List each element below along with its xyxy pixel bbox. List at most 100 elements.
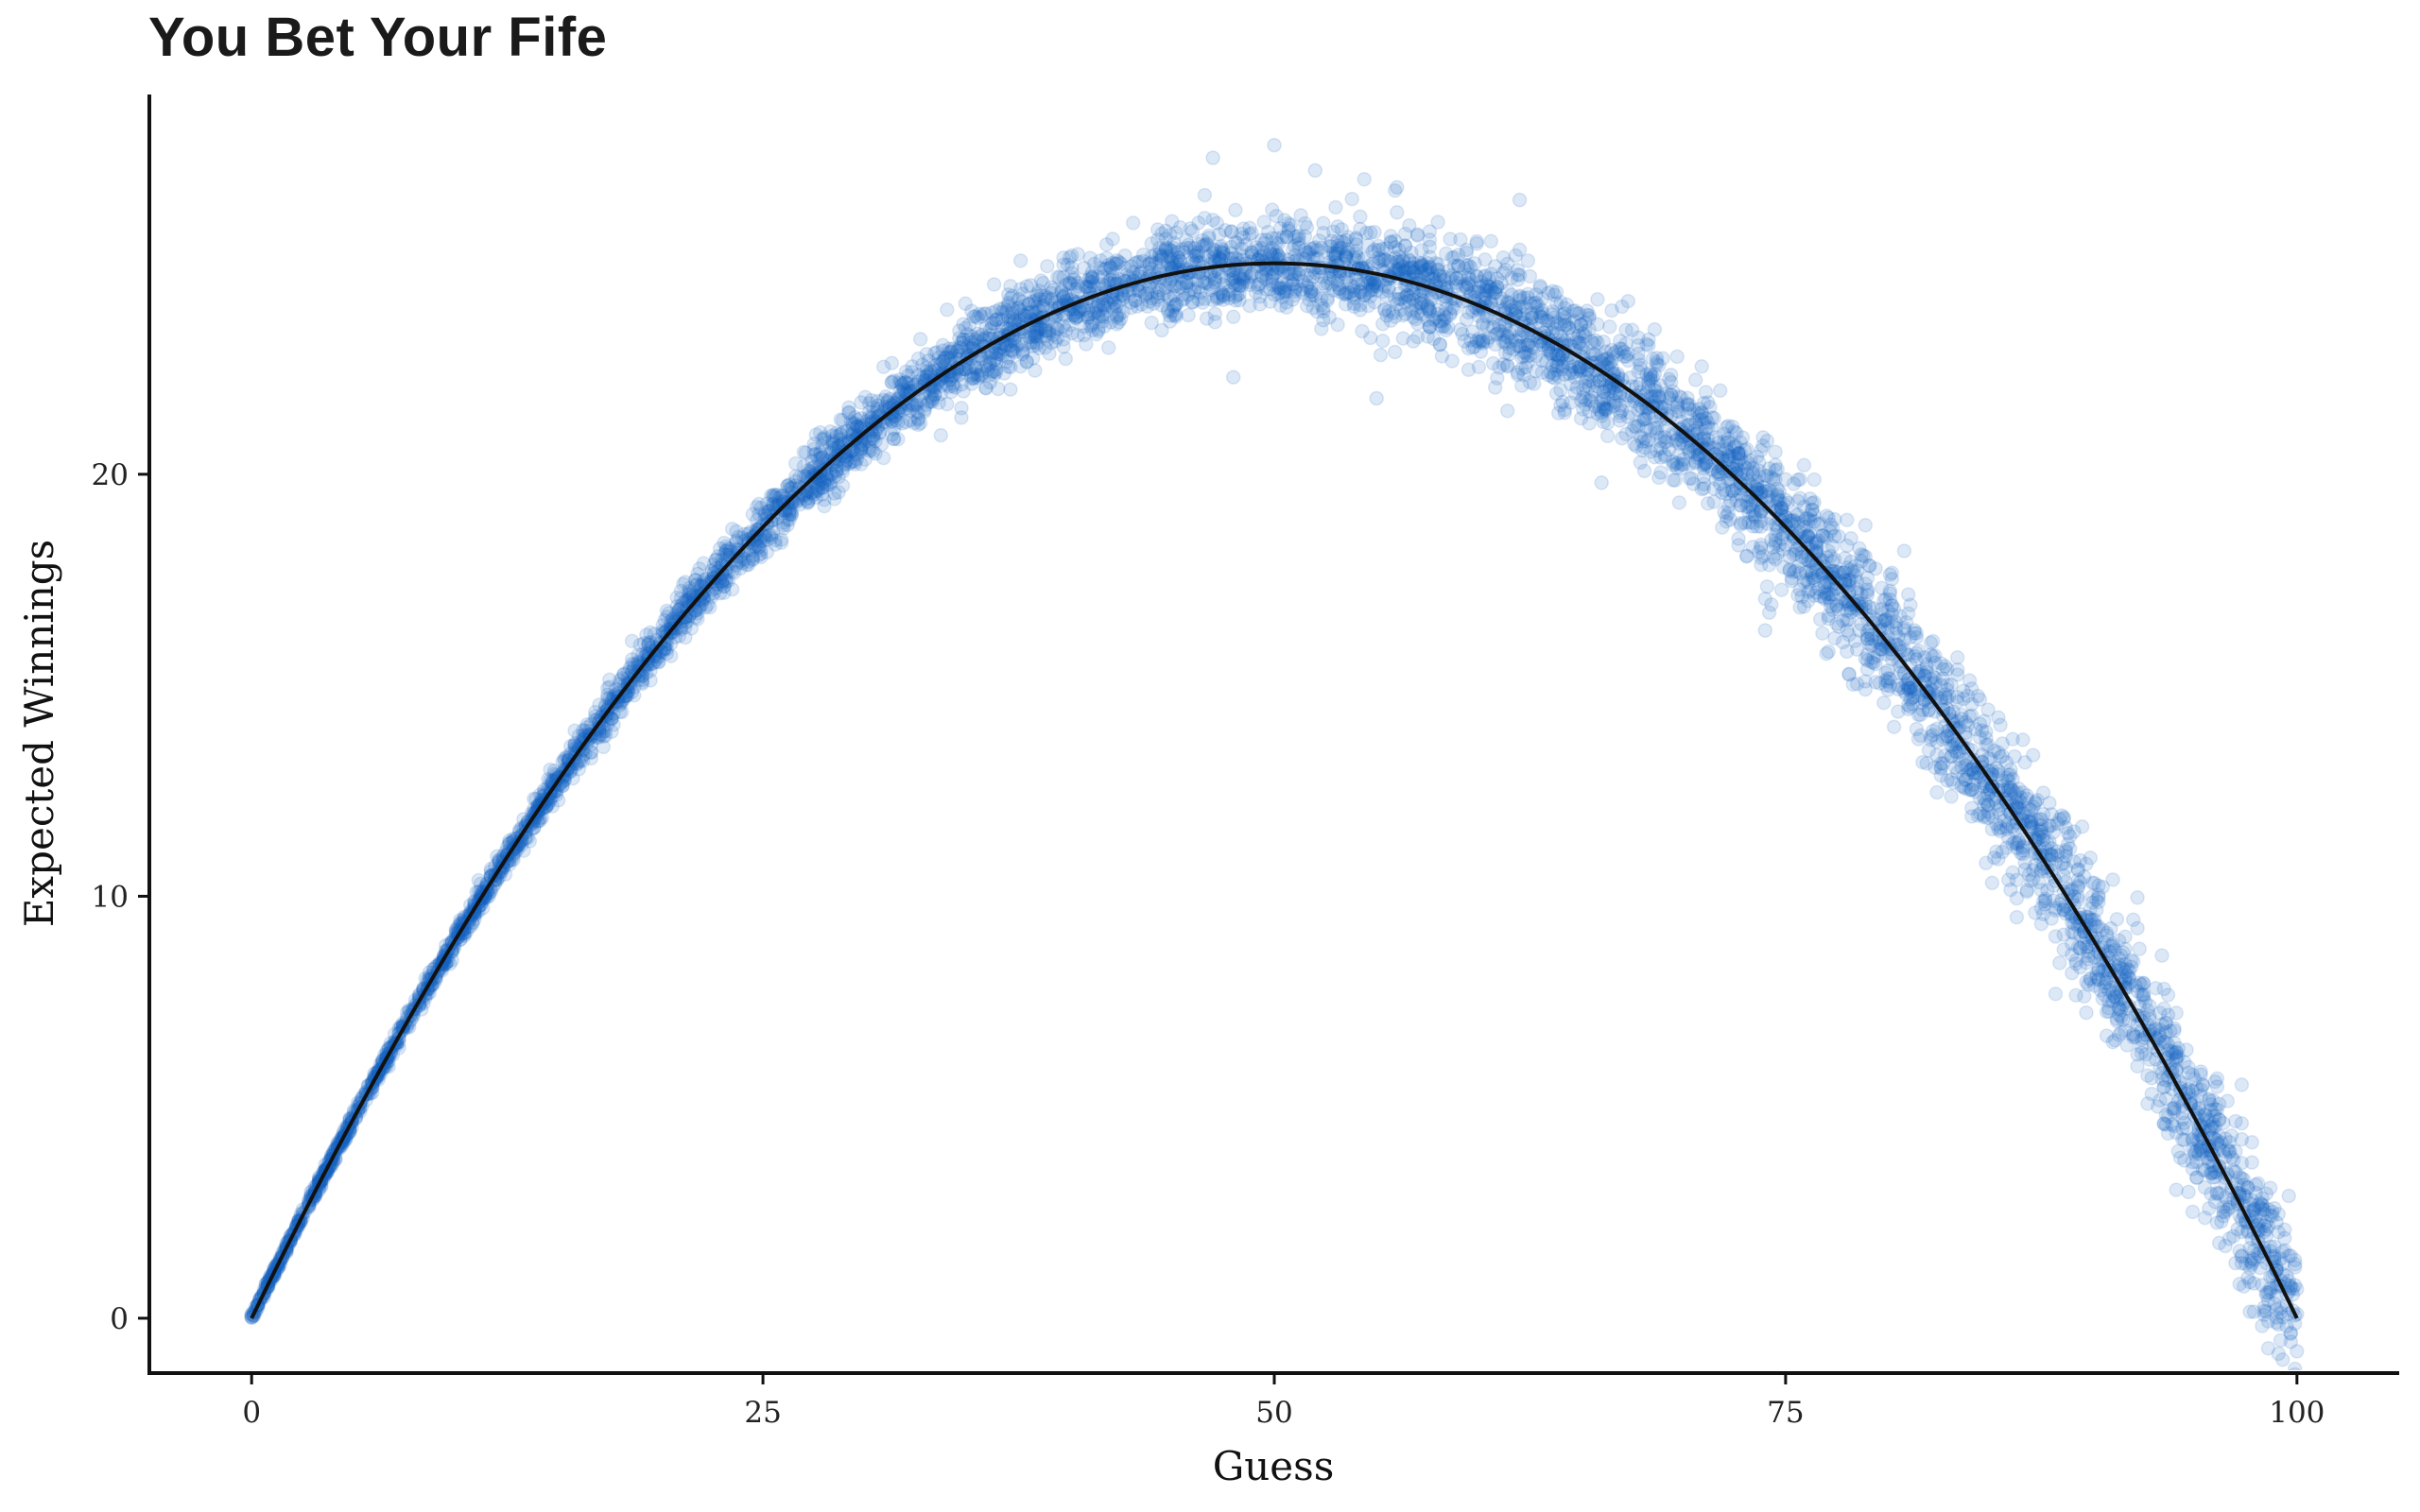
scatter-point [2234, 1115, 2250, 1131]
scatter-point [1436, 269, 1452, 284]
scatter-point [1499, 359, 1515, 374]
scatter-point [2068, 988, 2083, 1003]
scatter-point [1459, 245, 1475, 261]
scatter-point [1336, 234, 1352, 250]
scatter-point [1739, 494, 1754, 509]
scatter-point [1174, 287, 1190, 302]
scatter-point [1731, 445, 1746, 461]
scatter-point [1109, 310, 1125, 325]
scatter-point [886, 431, 902, 447]
scatter-point [1651, 391, 1667, 406]
scatter-point [1373, 347, 1389, 363]
scatter-point [1362, 274, 1378, 290]
scatter-point [910, 417, 926, 433]
scatter-point [627, 657, 642, 672]
scatter-point [2040, 821, 2055, 836]
scatter-point [1812, 516, 1828, 531]
scatter-point [1107, 301, 1122, 318]
scatter-point [1993, 819, 2008, 835]
scatter-point [1800, 593, 1816, 609]
scatter-point [2035, 906, 2051, 922]
scatter-point [1717, 505, 1732, 520]
scatter-point [616, 667, 631, 682]
scatter-point [1377, 301, 1392, 318]
scatter-point [1739, 466, 1754, 482]
scatter-point [2060, 825, 2076, 841]
scatter-point [2255, 1318, 2270, 1333]
scatter-point [1810, 581, 1826, 596]
scatter-point [2132, 941, 2147, 956]
scatter-point [708, 553, 724, 568]
scatter-point [1909, 645, 1925, 661]
scatter-point [2103, 944, 2118, 960]
scatter-point [1432, 336, 1448, 352]
scatter-point [1759, 516, 1775, 531]
scatter-point [2062, 841, 2078, 856]
scatter-point [1805, 502, 1820, 518]
scatter-point [1937, 659, 1953, 674]
scatter-point [1792, 582, 1807, 597]
scatter-point [1671, 495, 1687, 510]
scatter-point [956, 332, 971, 348]
scatter-point [1752, 469, 1767, 484]
scatter-point [2221, 1134, 2238, 1150]
scatter-point [1647, 321, 1663, 337]
scatter-point [1754, 442, 1769, 458]
scatter-point [1631, 352, 1646, 368]
scatter-point [1974, 747, 1990, 763]
scatter-point [2172, 1150, 2188, 1165]
scatter-point [1444, 353, 1460, 369]
scatter-point [993, 301, 1008, 317]
scatter-point [2105, 936, 2120, 952]
scatter-point [1117, 260, 1132, 276]
scatter-point [2256, 1303, 2272, 1318]
scatter-point [634, 647, 650, 662]
scatter-point [2079, 1005, 2094, 1021]
scatter-point [1910, 643, 1927, 659]
scatter-point [1710, 464, 1726, 480]
scatter-point [1047, 319, 1063, 335]
scatter-point [1796, 457, 1812, 473]
scatter-point [1181, 307, 1196, 323]
scatter-point [2083, 971, 2099, 987]
scatter-point [1473, 344, 1489, 359]
scatter-point [2169, 1005, 2184, 1021]
scatter-point [1741, 505, 1756, 520]
scatter-point [1548, 358, 1564, 374]
scatter-point [766, 497, 781, 512]
scatter-point [1330, 219, 1345, 234]
scatter-point [2086, 978, 2102, 993]
scatter-point [1792, 490, 1807, 506]
scatter-point [1979, 855, 1994, 871]
scatter-point [1663, 367, 1679, 383]
scatter-point [1803, 582, 1818, 598]
scatter-point [2287, 1278, 2303, 1293]
scatter-point [641, 637, 656, 652]
scatter-point [2005, 782, 2020, 799]
scatter-point [1029, 330, 1045, 346]
scatter-point [1068, 281, 1083, 297]
scatter-point [1733, 517, 1749, 533]
scatter-point [1291, 266, 1306, 282]
scatter-point [956, 384, 971, 399]
scatter-point [2011, 792, 2027, 807]
scatter-point [1003, 382, 1018, 397]
scatter-point [1304, 284, 1319, 300]
scatter-point [1770, 487, 1786, 502]
scatter-point [1720, 452, 1737, 467]
scatter-point [1859, 570, 1876, 586]
scatter-point [2135, 990, 2152, 1005]
scatter-point [1712, 442, 1728, 457]
scatter-point [2218, 1204, 2233, 1220]
scatter-point [1743, 453, 1758, 468]
scatter-point [1620, 352, 1636, 369]
scatter-point [1479, 283, 1495, 299]
scatter-point [1165, 243, 1180, 259]
scatter-point [2218, 1190, 2233, 1205]
scatter-point [1573, 410, 1589, 426]
scatter-point [1228, 202, 1243, 218]
scatter-point [1532, 280, 1548, 295]
scatter-point [1455, 326, 1470, 342]
scatter-point [1915, 702, 1930, 718]
scatter-point [817, 431, 832, 447]
